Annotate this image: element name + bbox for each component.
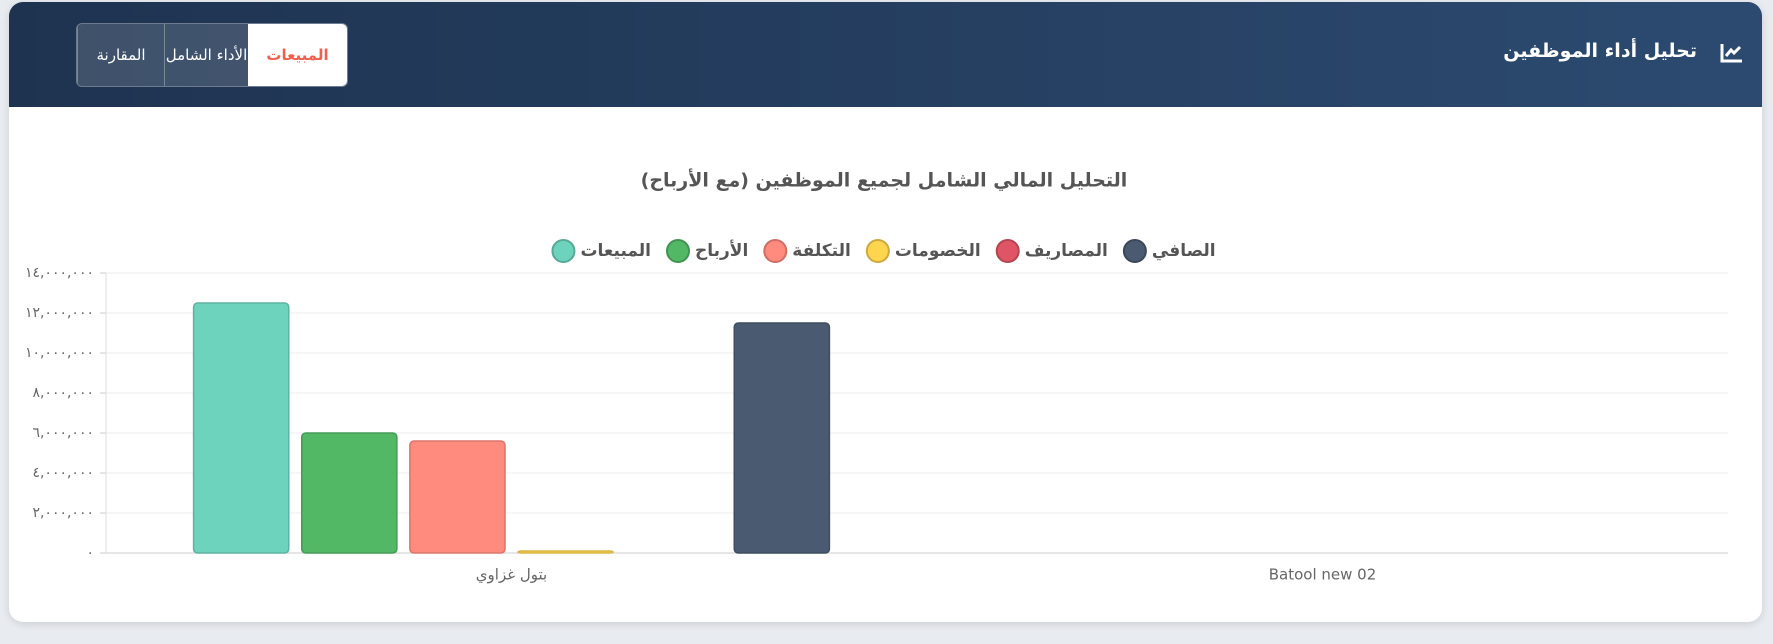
- legend-label: المصاريف: [1025, 241, 1108, 261]
- tab[interactable]: المبيعات: [248, 24, 347, 86]
- bar: [517, 550, 614, 554]
- header: تحليل أداء الموظفين المبيعات الأداء الشا…: [9, 2, 1762, 107]
- legend-swatch: [551, 239, 576, 263]
- legend-label: المبيعات: [580, 241, 651, 261]
- legend-label: التكلفة: [792, 241, 851, 261]
- legend-label: الأرباح: [695, 240, 748, 261]
- y-tick-label: ٠: [86, 545, 94, 561]
- y-tick-label: ١٤,٠٠٠,٠٠٠: [25, 265, 94, 281]
- tab[interactable]: المقارنة: [77, 24, 164, 86]
- y-tick-label: ٢,٠٠٠,٠٠٠: [32, 505, 94, 521]
- y-tick-label: ١٠,٠٠٠,٠٠٠: [25, 345, 94, 361]
- legend-label: الخصومات: [895, 241, 981, 261]
- card: تحليل أداء الموظفين المبيعات الأداء الشا…: [9, 2, 1762, 622]
- bar: [409, 440, 506, 554]
- x-tick-label: بتول غزاوي: [476, 566, 547, 585]
- legend-swatch: [865, 239, 890, 263]
- legend-swatch: [1122, 239, 1147, 263]
- y-tick-label: ٦,٠٠٠,٠٠٠: [32, 425, 94, 441]
- bar: [733, 322, 831, 554]
- legend-swatch: [995, 239, 1020, 263]
- tab-group: المبيعات الأداء الشامل المقارنة: [76, 23, 348, 87]
- chart: التحليل المالي الشامل لجميع الموظفين (مع…: [25, 169, 1728, 585]
- legend-swatch: [763, 239, 788, 263]
- tab[interactable]: الأداء الشامل: [164, 24, 248, 86]
- x-tick-label: Batool new 02: [1269, 566, 1377, 584]
- bar: [300, 432, 398, 554]
- chart-icon: [1720, 44, 1742, 63]
- y-tick-label: ٤,٠٠٠,٠٠٠: [32, 465, 94, 481]
- chart-title: التحليل المالي الشامل لجميع الموظفين (مع…: [641, 169, 1128, 192]
- legend-swatch: [666, 239, 690, 263]
- y-tick-label: ٨,٠٠٠,٠٠٠: [32, 385, 94, 401]
- header-title: تحليل أداء الموظفين: [1503, 40, 1697, 62]
- legend-label: الصافي: [1152, 241, 1216, 261]
- bar: [192, 302, 290, 554]
- y-tick-label: ١٢,٠٠٠,٠٠٠: [25, 305, 94, 321]
